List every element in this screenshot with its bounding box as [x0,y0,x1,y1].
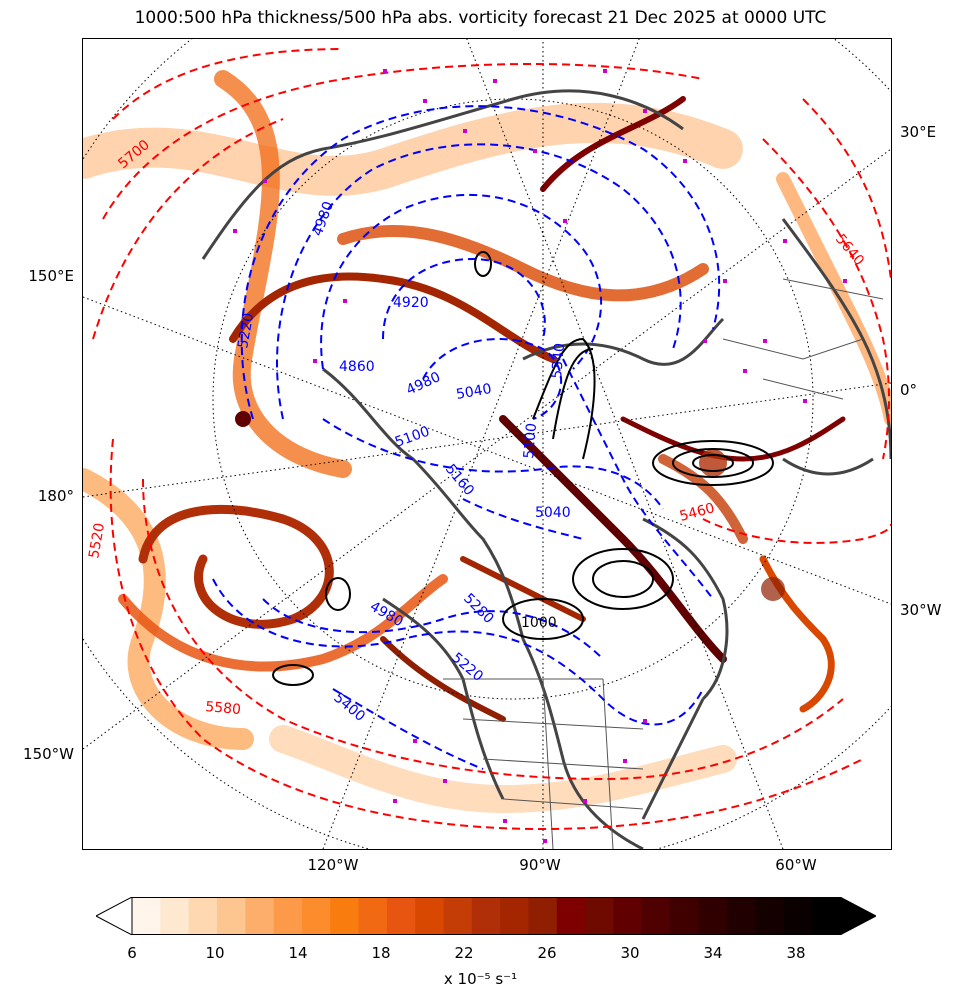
thickness-label: 4980 [404,369,443,399]
colorbar-cell [415,897,445,935]
colorbar-tick: 30 [620,944,640,962]
colorbar-max-extend [839,897,876,935]
thickness-warm-contours [92,48,891,831]
lon-label-right: 0° [900,381,918,399]
colorbar-cell [443,897,473,935]
lon-label-bottom: 60°W [775,856,817,874]
colorbar-cell [273,897,303,935]
colorbar-min-extend [96,897,133,935]
thickness-label: 5220 [235,312,257,350]
colorbar-outline [131,897,841,935]
colorbar-cell [132,897,161,935]
thickness-label: 5040 [455,381,493,403]
thickness-label: 5100 [521,422,540,459]
colorbar-cell [358,897,388,935]
colorbar-cell [641,897,671,935]
lon-label-left: 180° [37,487,74,505]
lon-label-bottom: 90°W [519,856,561,874]
colorbar [96,897,876,935]
lon-label-left: 150°W [23,745,74,763]
colorbar-cell [670,897,699,935]
colorbar-unit-label: x 10⁻⁵ s⁻¹ [443,970,518,988]
colorbar-cell [301,897,331,935]
thickness-label: 5040 [535,505,571,521]
colorbar-cell [500,897,530,935]
colorbar-tick: 18 [371,944,391,962]
map-svg: 5700 5640 5520 5460 5580 4980 4920 4860 … [83,39,891,849]
thickness-label: 5280 [460,591,497,628]
lon-label-right: 30°E [900,123,937,141]
colorbar-tick: 6 [127,944,137,962]
thickness-label: 4860 [339,359,375,375]
colorbar-cell [613,897,643,935]
colorbar-cell [585,897,615,935]
thickness-label: 5100 [393,424,432,451]
thickness-label: 5580 [205,699,242,718]
thickness-label: 5400 [330,690,368,725]
colorbar-tick: 26 [537,944,557,962]
colorbar-cell [528,897,558,935]
contour-labels: 5700 5640 5520 5460 5580 4980 4920 4860 … [86,137,867,725]
colorbar-tick: 14 [288,944,308,962]
chart-title: 1000:500 hPa thickness/500 hPa abs. vort… [134,8,827,28]
colorbar-cell [160,897,190,935]
map-panel: 5700 5640 5520 5460 5580 4980 4920 4860 … [82,38,892,850]
colorbar-cell [726,897,756,935]
colorbar-tick: 10 [205,944,225,962]
thickness-label: 5220 [448,650,486,685]
colorbar-cell [811,897,841,935]
thickness-label: 5520 [86,522,108,560]
vorticity-shading [83,70,891,814]
thickness-label: 5640 [832,231,867,269]
thickness-label: 5460 [678,500,717,525]
colorbar-cell [783,897,813,935]
colorbar-cell [330,897,360,935]
colorbar-cell [755,897,784,935]
colorbar-cell [556,897,586,935]
colorbar-cell [471,897,501,935]
thickness-label: 4920 [393,295,429,311]
colorbar-tick: 38 [786,944,806,962]
magenta-markers [233,69,847,843]
colorbar-cells [132,897,841,935]
mslp-contours [272,251,774,686]
colorbar-cell [216,897,246,935]
borders [443,278,884,849]
colorbar-cell [188,897,218,935]
thickness-label: 4980 [310,199,337,238]
thickness-cold-contours [212,105,721,770]
mslp-label: 1000 [521,615,557,631]
lon-label-right: 30°W [900,601,942,619]
colorbar-cell [698,897,728,935]
colorbar-cell [386,897,416,935]
colorbar-tick: 22 [454,944,474,962]
colorbar-tick: 34 [703,944,723,962]
lon-label-bottom: 120°W [307,856,359,874]
colorbar-cell [245,897,275,935]
thickness-label: 5340 [549,342,568,379]
lon-label-left: 150°E [28,267,74,285]
